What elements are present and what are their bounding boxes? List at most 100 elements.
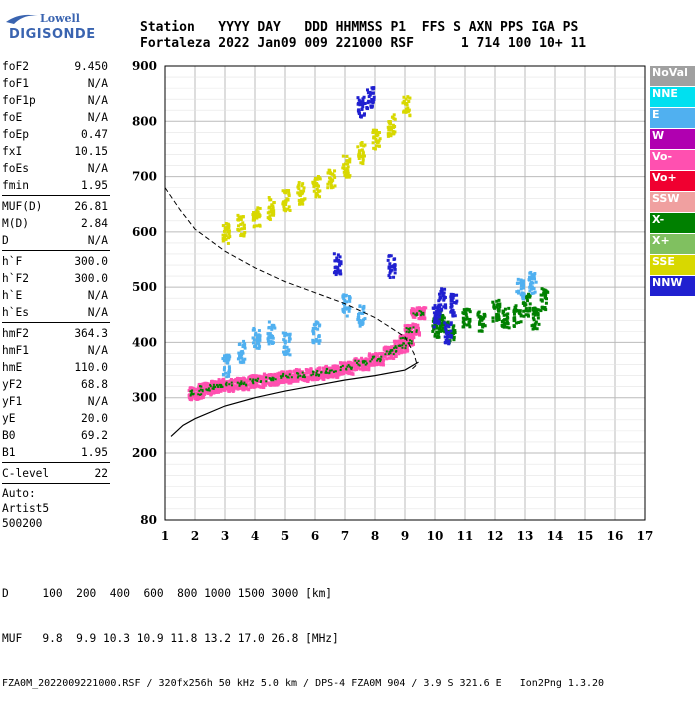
echo-point-nnw xyxy=(367,100,370,103)
echo-point-x xyxy=(531,324,534,327)
echo-point-sse xyxy=(242,215,245,218)
echo-point-e xyxy=(242,361,245,364)
echo-point-x xyxy=(245,384,247,386)
echo-point-sse xyxy=(387,120,390,123)
echo-point-e xyxy=(312,341,315,344)
echo-point-sse xyxy=(333,169,336,172)
echo-point-nnw xyxy=(333,252,336,255)
echo-point-x xyxy=(532,317,535,320)
echo-point-x xyxy=(414,314,416,316)
echo-point-nnw xyxy=(447,342,450,345)
echo-point-vo xyxy=(305,378,308,381)
echo-point-vo xyxy=(334,373,337,376)
echo-point-x xyxy=(249,378,251,380)
echo-point-x xyxy=(210,385,212,387)
x-tick-label: 12 xyxy=(487,529,504,543)
echo-point-nnw xyxy=(444,304,447,307)
echo-point-sse xyxy=(269,218,272,221)
echo-point-nnw xyxy=(357,108,360,111)
echo-point-e xyxy=(228,365,231,368)
echo-point-sse xyxy=(393,125,396,128)
echo-point-x xyxy=(411,340,413,342)
echo-point-x xyxy=(221,386,223,388)
echo-point-nnw xyxy=(389,271,392,274)
echo-point-sse xyxy=(237,229,240,232)
echo-point-x xyxy=(328,372,330,374)
x-tick-label: 6 xyxy=(311,529,319,543)
echo-point-x xyxy=(526,299,529,302)
echo-point-vo xyxy=(222,379,225,382)
echo-point-x xyxy=(372,357,374,359)
echo-point-sse xyxy=(256,211,259,214)
echo-point-sse xyxy=(361,161,364,164)
echo-point-vo xyxy=(195,393,198,396)
echo-point-vo xyxy=(206,382,209,385)
echo-point-sse xyxy=(226,231,229,234)
echo-point-sse xyxy=(345,155,348,158)
echo-point-x xyxy=(495,316,498,319)
echo-point-x xyxy=(401,347,403,349)
echo-point-vo xyxy=(400,350,403,353)
echo-point-sse xyxy=(237,224,240,227)
echo-point-vo xyxy=(373,360,376,363)
echo-point-x xyxy=(288,377,290,379)
echo-point-sse xyxy=(408,97,411,100)
echo-point-x xyxy=(365,364,367,366)
echo-point-x xyxy=(299,375,301,377)
echo-point-x xyxy=(506,320,509,323)
echo-point-vo xyxy=(278,381,281,384)
x-tick-label: 5 xyxy=(281,529,289,543)
echo-point-nnw xyxy=(444,328,447,331)
echo-point-x xyxy=(482,323,485,326)
echo-point-vo xyxy=(329,367,332,370)
x-tick-label: 14 xyxy=(547,529,564,543)
echo-point-x xyxy=(534,314,537,317)
echo-point-x xyxy=(478,330,481,333)
echo-point-x xyxy=(398,345,400,347)
echo-point-sse xyxy=(360,144,363,147)
echo-point-e xyxy=(316,322,319,325)
echo-point-x xyxy=(541,287,544,290)
echo-point-nnw xyxy=(392,264,395,267)
echo-point-e xyxy=(313,323,316,326)
echo-point-e xyxy=(267,326,270,329)
echo-point-vo xyxy=(254,383,257,386)
echo-point-nnw xyxy=(387,259,390,262)
echo-point-x xyxy=(507,307,510,310)
echo-point-x xyxy=(411,331,413,333)
echo-point-nnw xyxy=(388,266,391,269)
echo-point-e xyxy=(359,304,362,307)
echo-point-x xyxy=(209,390,211,392)
echo-point-vo xyxy=(293,379,296,382)
y-tick-label: 300 xyxy=(132,391,157,405)
echo-point-x xyxy=(420,314,422,316)
echo-point-sse xyxy=(267,206,270,209)
y-tick-label: 500 xyxy=(132,280,157,294)
echo-point-vo xyxy=(418,331,421,334)
x-tick-label: 8 xyxy=(371,529,379,543)
echo-point-x xyxy=(508,326,511,329)
echo-point-x xyxy=(478,320,481,323)
echo-point-e xyxy=(534,291,537,294)
legend-item-vo: Vo- xyxy=(650,150,695,170)
echo-point-nnw xyxy=(443,321,446,324)
x-tick-label: 7 xyxy=(341,529,349,543)
legend-item-sse: SSE xyxy=(650,255,695,275)
echo-point-sse xyxy=(258,224,261,227)
echo-point-vo xyxy=(202,382,205,385)
echo-point-e xyxy=(521,295,524,298)
echo-point-nnw xyxy=(372,92,375,95)
echo-point-e xyxy=(522,287,525,290)
legend-item-noval: NoVal xyxy=(650,66,695,86)
echo-point-e xyxy=(252,329,255,332)
echo-point-x xyxy=(376,360,378,362)
echo-point-e xyxy=(252,341,255,344)
echo-point-nnw xyxy=(449,330,452,333)
footer-muf-row: MUF 9.8 9.9 10.3 10.9 11.8 13.2 17.0 26.… xyxy=(2,631,604,646)
echo-point-e xyxy=(522,292,525,295)
echo-point-x xyxy=(356,362,358,364)
echo-point-x xyxy=(541,306,544,309)
echo-point-nnw xyxy=(445,332,448,335)
echo-point-nnw xyxy=(450,302,453,305)
